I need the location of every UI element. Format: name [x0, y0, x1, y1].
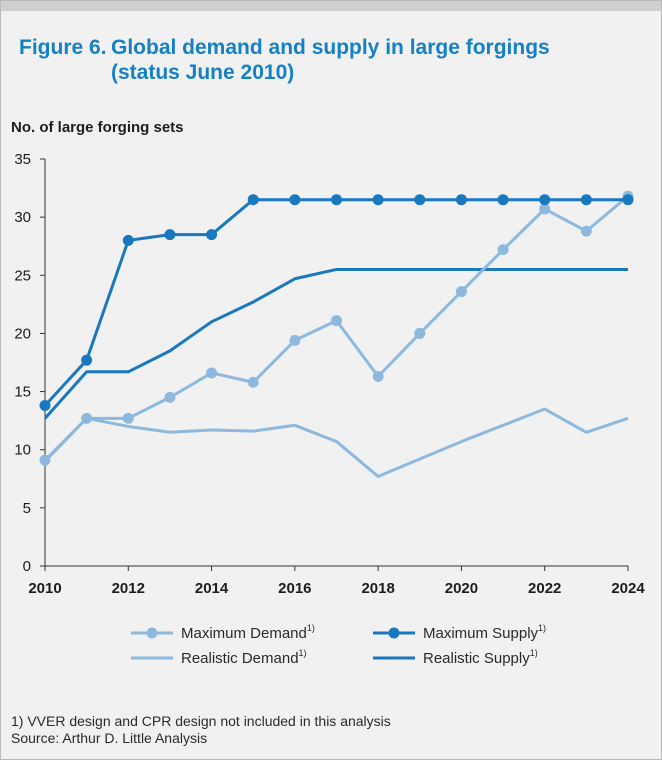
maximum-demand-point	[81, 412, 93, 424]
maximum-supply-point	[497, 194, 509, 206]
maximum-supply-line	[43, 198, 628, 407]
y-tick-label: 5	[23, 500, 31, 517]
legend-superscript: 1)	[538, 623, 546, 633]
x-tick-label: 2022	[528, 580, 561, 597]
legend-label-maximum-demand: Maximum Demand1)	[181, 623, 315, 642]
figure-number: Figure 6.	[19, 36, 107, 59]
legend-label-realistic-supply: Realistic Supply1)	[423, 648, 538, 667]
source-text: Source: Arthur D. Little Analysis	[11, 730, 208, 746]
maximum-demand-point	[580, 225, 592, 237]
legend-marker-maximum-demand	[146, 627, 158, 639]
maximum-supply-point	[122, 234, 134, 246]
maximum-demand-point	[414, 327, 426, 339]
maximum-demand-point	[39, 454, 51, 466]
maximum-demand-point	[497, 244, 509, 256]
legend-superscript: 1)	[299, 648, 307, 658]
maximum-demand-point	[206, 367, 218, 379]
x-tick-label: 2012	[112, 580, 145, 597]
maximum-demand-point	[289, 334, 301, 346]
maximum-supply-point	[81, 354, 93, 366]
y-axis-label: No. of large forging sets	[11, 119, 184, 136]
x-tick-label: 2018	[361, 580, 394, 597]
y-tick-label: 20	[14, 325, 31, 342]
figure-title: Figure 6. Global demand and supply in lar…	[19, 35, 550, 85]
maximum-supply-point	[289, 194, 301, 206]
maximum-demand-point	[247, 376, 259, 388]
legend-superscript: 1)	[307, 623, 315, 633]
legend-label-maximum-supply: Maximum Supply1)	[423, 623, 546, 642]
y-tick-label: 35	[14, 151, 31, 168]
maximum-supply-point	[455, 194, 467, 206]
y-tick-label: 25	[14, 267, 31, 284]
maximum-supply-point	[580, 194, 592, 206]
maximum-supply-point	[164, 229, 176, 241]
x-tick-label: 2016	[278, 580, 311, 597]
x-tick-label: 2010	[28, 580, 61, 597]
footnote: 1) VVER design and CPR design not includ…	[11, 713, 391, 747]
title-line-2: (status June 2010)	[111, 61, 295, 84]
maximum-supply-point	[622, 194, 634, 206]
top-strip	[1, 1, 661, 11]
maximum-demand-point	[331, 315, 342, 327]
x-tick-label: 2024	[611, 580, 645, 597]
maximum-supply-point	[331, 194, 342, 206]
maximum-supply-point	[206, 229, 218, 241]
footnote-text: 1) VVER design and CPR design not includ…	[11, 713, 391, 729]
maximum-demand-point	[539, 203, 551, 215]
maximum-supply-point	[539, 194, 551, 206]
realistic-supply-line	[43, 267, 628, 420]
maximum-supply-point	[372, 194, 384, 206]
y-tick-label: 0	[23, 558, 31, 575]
maximum-demand-point	[372, 370, 384, 382]
line-chart: 0 5 10 15 20 25 30 35 2010 2012 2014 2016 2018 2020 20…	[14, 151, 645, 667]
x-tick-label: 2020	[445, 580, 478, 597]
legend-marker-maximum-supply	[388, 627, 400, 639]
maximum-supply-point	[247, 194, 259, 206]
realistic-demand-line	[43, 407, 629, 478]
y-tick-label: 10	[14, 442, 31, 459]
legend-label-realistic-demand: Realistic Demand1)	[181, 648, 307, 667]
maximum-demand-point	[455, 286, 467, 298]
maximum-demand-point	[122, 412, 134, 424]
maximum-supply-point	[414, 194, 426, 206]
legend-superscript: 1)	[530, 648, 538, 658]
y-tick-label: 30	[14, 209, 31, 226]
y-tick-label: 15	[14, 384, 31, 401]
x-tick-label: 2014	[195, 580, 229, 597]
title-line-1: Global demand and supply in large forgin…	[111, 36, 550, 59]
maximum-supply-point	[39, 400, 51, 412]
maximum-demand-point	[164, 391, 176, 403]
